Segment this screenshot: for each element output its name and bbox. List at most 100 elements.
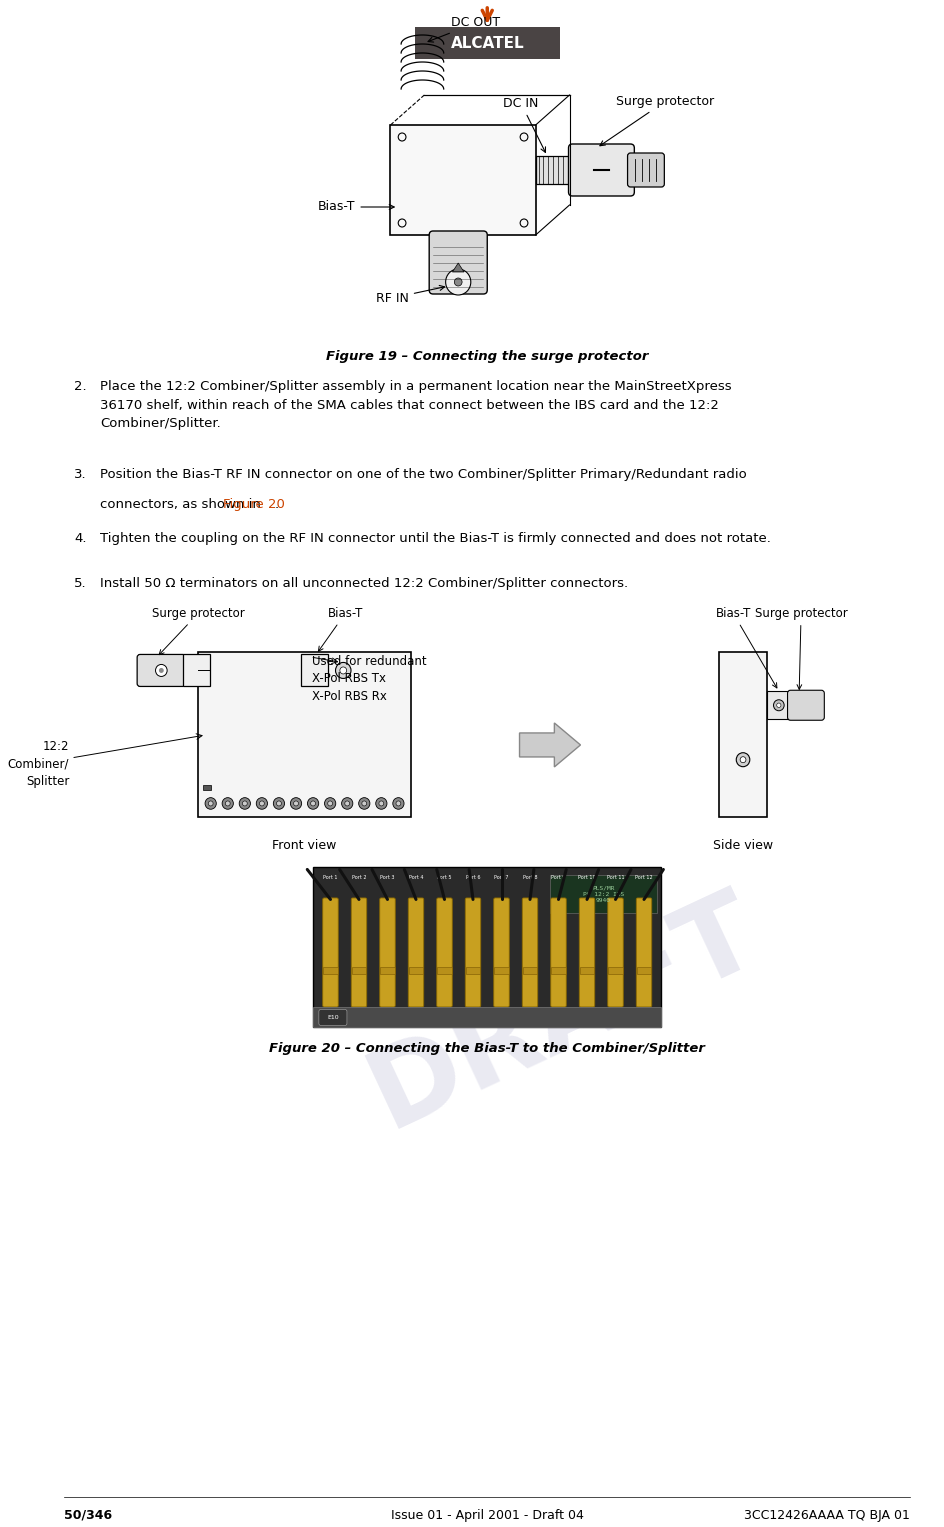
Circle shape [274, 797, 284, 809]
Text: Port 1: Port 1 [323, 875, 338, 881]
Text: Port 3: Port 3 [380, 875, 395, 881]
Circle shape [243, 802, 247, 806]
FancyBboxPatch shape [409, 967, 423, 974]
Text: Port 11: Port 11 [607, 875, 624, 881]
Circle shape [379, 802, 384, 806]
Text: Place the 12:2 Combiner/Splitter assembly in a permanent location near the MainS: Place the 12:2 Combiner/Splitter assembl… [100, 380, 732, 431]
Text: DRAFT: DRAFT [354, 876, 776, 1150]
Circle shape [159, 667, 163, 673]
Bar [203, 785, 211, 791]
Polygon shape [519, 722, 581, 767]
Circle shape [393, 797, 404, 809]
Text: Surge protector: Surge protector [152, 606, 244, 655]
Text: Port 10: Port 10 [578, 875, 596, 881]
Text: Surge protector: Surge protector [600, 95, 714, 145]
Text: Position the Bias-T RF IN connector on one of the two Combiner/Splitter Primary/: Position the Bias-T RF IN connector on o… [100, 467, 747, 481]
FancyBboxPatch shape [351, 898, 366, 1006]
FancyBboxPatch shape [580, 967, 595, 974]
Text: Port 12: Port 12 [635, 875, 653, 881]
Circle shape [773, 699, 784, 710]
Text: Issue 01 - April 2001 - Draft 04: Issue 01 - April 2001 - Draft 04 [391, 1509, 583, 1522]
Circle shape [376, 797, 387, 809]
Text: Bias-T: Bias-T [716, 606, 777, 687]
Text: Front view: Front view [273, 840, 337, 852]
FancyBboxPatch shape [550, 898, 566, 1006]
Circle shape [256, 797, 267, 809]
Bar [313, 1008, 662, 1028]
Circle shape [359, 797, 370, 809]
Circle shape [345, 802, 349, 806]
FancyBboxPatch shape [408, 898, 424, 1006]
FancyBboxPatch shape [628, 153, 665, 186]
FancyBboxPatch shape [550, 875, 657, 913]
Circle shape [277, 802, 281, 806]
FancyBboxPatch shape [787, 690, 824, 721]
Text: 5.: 5. [74, 577, 87, 589]
FancyBboxPatch shape [198, 652, 411, 817]
Text: Tighten the coupling on the RF IN connector until the Bias-T is firmly connected: Tighten the coupling on the RF IN connec… [100, 531, 771, 545]
FancyBboxPatch shape [313, 867, 662, 1028]
Circle shape [209, 802, 213, 806]
Text: Figure 19 – Connecting the surge protector: Figure 19 – Connecting the surge protect… [326, 350, 649, 363]
Text: Port 2: Port 2 [352, 875, 366, 881]
Text: Port 7: Port 7 [495, 875, 509, 881]
FancyBboxPatch shape [391, 125, 535, 235]
FancyBboxPatch shape [523, 967, 537, 974]
Text: DC OUT: DC OUT [428, 17, 500, 43]
Circle shape [156, 664, 167, 676]
Text: Port 5: Port 5 [437, 875, 452, 881]
Text: PLS/MR
PO 12:2 IBS
9940: PLS/MR PO 12:2 IBS 9940 [582, 886, 624, 902]
Circle shape [226, 802, 230, 806]
Text: 3CC12426AAAA TQ BJA 01: 3CC12426AAAA TQ BJA 01 [744, 1509, 910, 1522]
FancyBboxPatch shape [323, 967, 338, 974]
Text: Figure 20 – Connecting the Bias-T to the Combiner/Splitter: Figure 20 – Connecting the Bias-T to the… [269, 1043, 705, 1055]
Circle shape [291, 797, 302, 809]
FancyBboxPatch shape [352, 967, 366, 974]
Circle shape [396, 802, 401, 806]
FancyBboxPatch shape [301, 655, 328, 687]
Text: .: . [275, 498, 278, 512]
FancyBboxPatch shape [551, 967, 565, 974]
Circle shape [342, 797, 353, 809]
FancyBboxPatch shape [414, 27, 560, 60]
FancyBboxPatch shape [379, 898, 396, 1006]
Text: 3.: 3. [74, 467, 87, 481]
FancyBboxPatch shape [137, 655, 186, 687]
FancyBboxPatch shape [495, 967, 509, 974]
Circle shape [335, 663, 351, 678]
FancyBboxPatch shape [494, 898, 509, 1006]
Circle shape [740, 757, 746, 762]
Circle shape [454, 278, 463, 286]
FancyBboxPatch shape [380, 967, 395, 974]
FancyBboxPatch shape [437, 898, 452, 1006]
Text: E10: E10 [328, 1015, 339, 1020]
Text: 4.: 4. [74, 531, 87, 545]
Text: connectors, as shown in: connectors, as shown in [100, 498, 265, 512]
FancyBboxPatch shape [465, 898, 480, 1006]
Text: Bias-T: Bias-T [318, 200, 395, 214]
FancyBboxPatch shape [430, 231, 487, 295]
Circle shape [362, 802, 366, 806]
FancyBboxPatch shape [636, 898, 651, 1006]
FancyBboxPatch shape [580, 898, 595, 1006]
FancyBboxPatch shape [522, 898, 538, 1006]
Circle shape [311, 802, 315, 806]
Circle shape [260, 802, 264, 806]
Circle shape [446, 269, 471, 295]
Text: RF IN: RF IN [376, 286, 445, 304]
Circle shape [222, 797, 233, 809]
Text: Side view: Side view [713, 840, 773, 852]
Circle shape [308, 797, 319, 809]
FancyBboxPatch shape [319, 1009, 347, 1026]
Circle shape [205, 797, 216, 809]
FancyBboxPatch shape [437, 967, 452, 974]
Circle shape [340, 667, 346, 673]
Text: Port 8: Port 8 [523, 875, 537, 881]
Circle shape [328, 802, 332, 806]
Text: ALCATEL: ALCATEL [450, 35, 524, 50]
Text: Port 9: Port 9 [551, 875, 565, 881]
Text: Used for redundant
X-Pol RBS Tx
X-Pol RBS Rx: Used for redundant X-Pol RBS Tx X-Pol RB… [312, 655, 427, 702]
FancyBboxPatch shape [535, 156, 572, 183]
Text: DC IN: DC IN [503, 98, 546, 153]
Text: 50/346: 50/346 [64, 1509, 112, 1522]
